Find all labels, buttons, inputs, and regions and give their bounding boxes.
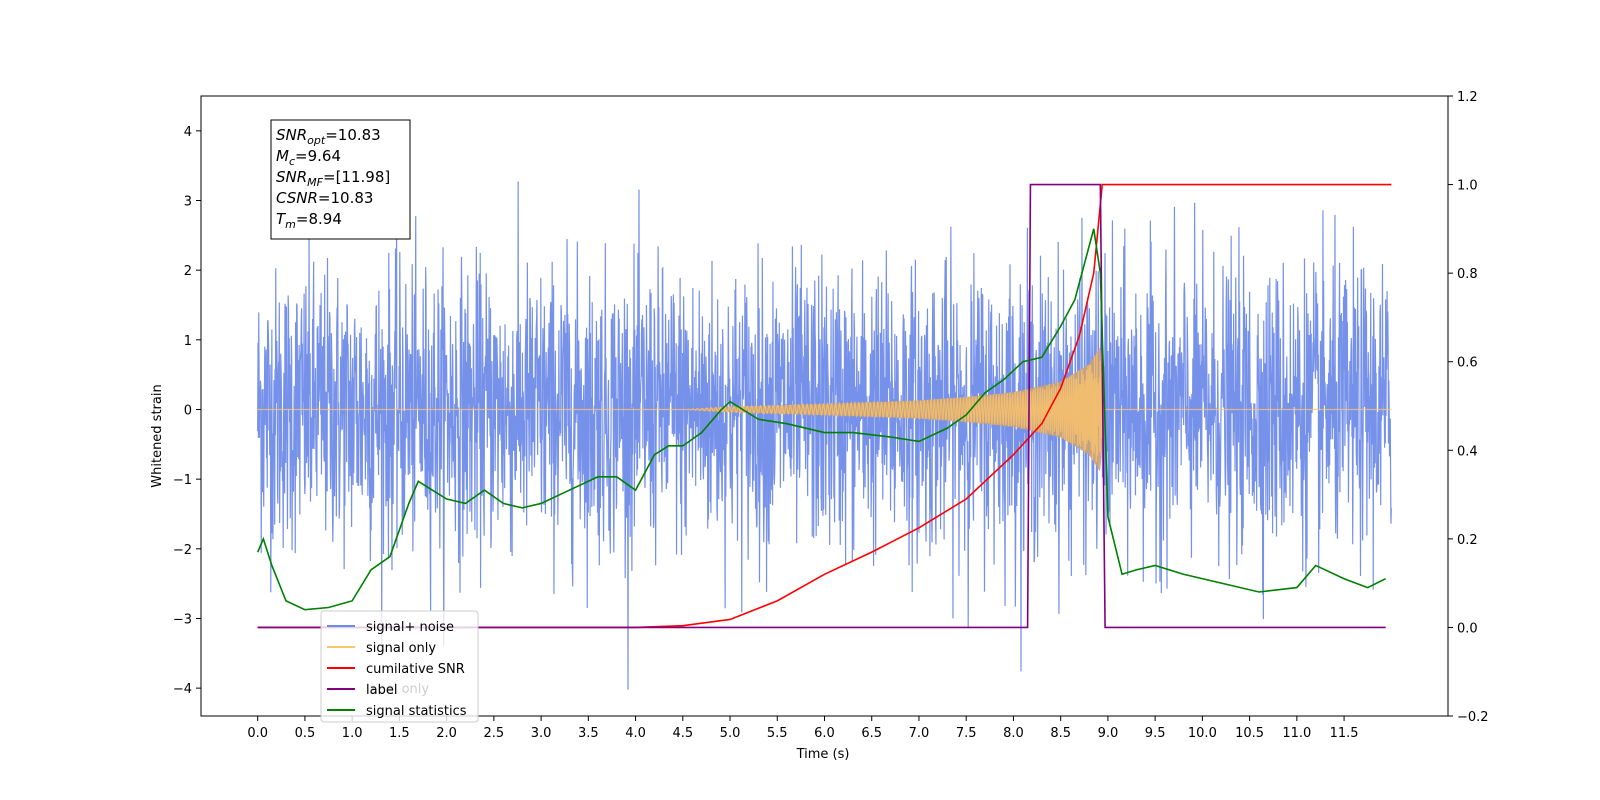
series-label [257, 183, 1386, 629]
y-axis-right: −0.2 0.0 0.2 0.4 0.6 0.8 1.0 1.2 [1448, 90, 1489, 725]
series-signal-noise [257, 181, 1392, 690]
x-tick-label: 0.0 [247, 726, 268, 741]
y-tick-label: 2 [184, 264, 192, 279]
x-tick-label: 3.5 [578, 726, 599, 741]
x-tick-label: 7.5 [956, 726, 977, 741]
x-tick-label: 8.0 [1003, 726, 1024, 741]
x-tick-label: 0.5 [295, 726, 316, 741]
x-axis: 0.0 0.5 1.0 1.5 2.0 2.5 3.0 3.5 4.0 4.5 5.0 5.5 6.0 6… [247, 716, 1359, 741]
y2-tick-label: 0.0 [1457, 621, 1478, 636]
annotation-line: SNRopt=10.83 [276, 126, 381, 147]
y-tick-label: 0 [184, 403, 192, 418]
series-signal-only [257, 352, 1392, 462]
y-tick-label: 3 [184, 194, 192, 209]
y-axis-label: Whitened strain [150, 384, 165, 487]
x-tick-label: 7.0 [909, 726, 930, 741]
x-tick-label: 6.5 [861, 726, 882, 741]
series-layer [256, 181, 1392, 690]
annotation-line: Tm=8.94 [276, 210, 342, 231]
x-tick-label: 3.0 [531, 726, 552, 741]
x-tick-label: 6.0 [814, 726, 835, 741]
annotation-frame [270, 119, 411, 240]
annotation-line: CSNR=10.83 [276, 189, 373, 207]
x-tick-label: 11.5 [1330, 726, 1359, 741]
y2-tick-label: 1.2 [1457, 90, 1478, 105]
legend-label: cumilative SNR [366, 662, 465, 677]
legend-label: signal statistics [366, 704, 467, 719]
y2-tick-label: −0.2 [1457, 710, 1489, 725]
x-axis-label: Time (s) [796, 747, 850, 762]
x-tick-label: 11.0 [1282, 726, 1311, 741]
x-tick-label: 9.0 [1098, 726, 1119, 741]
y2-tick-label: 0.6 [1457, 356, 1478, 371]
legend-label: label [366, 683, 397, 698]
y-tick-label: −4 [173, 682, 192, 697]
legend-label: signal only [366, 641, 436, 656]
x-tick-label: 10.0 [1188, 726, 1217, 741]
y2-tick-label: 0.2 [1457, 533, 1478, 548]
x-tick-label: 2.0 [436, 726, 457, 741]
x-tick-label: 10.5 [1235, 726, 1264, 741]
legend-label: signal+ noise [366, 620, 454, 635]
x-tick-label: 2.5 [484, 726, 505, 741]
x-tick-label: 4.5 [672, 726, 693, 741]
series-signal-only-envelope [673, 347, 1105, 472]
series-signal-statistics [256, 228, 1387, 611]
x-tick-label: 1.5 [389, 726, 410, 741]
y-tick-label: −1 [173, 473, 192, 488]
y2-tick-label: 0.4 [1457, 444, 1478, 459]
y2-tick-label: 0.8 [1457, 267, 1478, 282]
y-tick-label: −2 [173, 543, 192, 558]
x-tick-label: 4.0 [625, 726, 646, 741]
annotation-line: Mc=9.64 [276, 147, 341, 168]
annotation-line: SNRMF=[11.98] [276, 168, 390, 189]
legend-hidden-text: label only [366, 682, 429, 697]
y-axis-left: −4 −3 −2 −1 0 1 2 3 4 [173, 125, 201, 697]
x-tick-label: 5.5 [767, 726, 788, 741]
x-tick-label: 9.5 [1145, 726, 1166, 741]
annotation-box: SNRopt=10.83Mc=9.64SNRMF=[11.98]CSNR=10.… [270, 119, 411, 240]
y-tick-label: 4 [184, 125, 192, 140]
x-tick-label: 8.5 [1050, 726, 1071, 741]
legend: label only signal+ noise signal only cumila… [320, 610, 479, 723]
x-tick-label: 5.0 [720, 726, 741, 741]
legend-frame [320, 610, 479, 723]
y2-tick-label: 1.0 [1457, 179, 1478, 194]
x-tick-label: 1.0 [342, 726, 363, 741]
y-tick-label: 1 [184, 334, 192, 349]
y-tick-label: −3 [173, 612, 192, 627]
